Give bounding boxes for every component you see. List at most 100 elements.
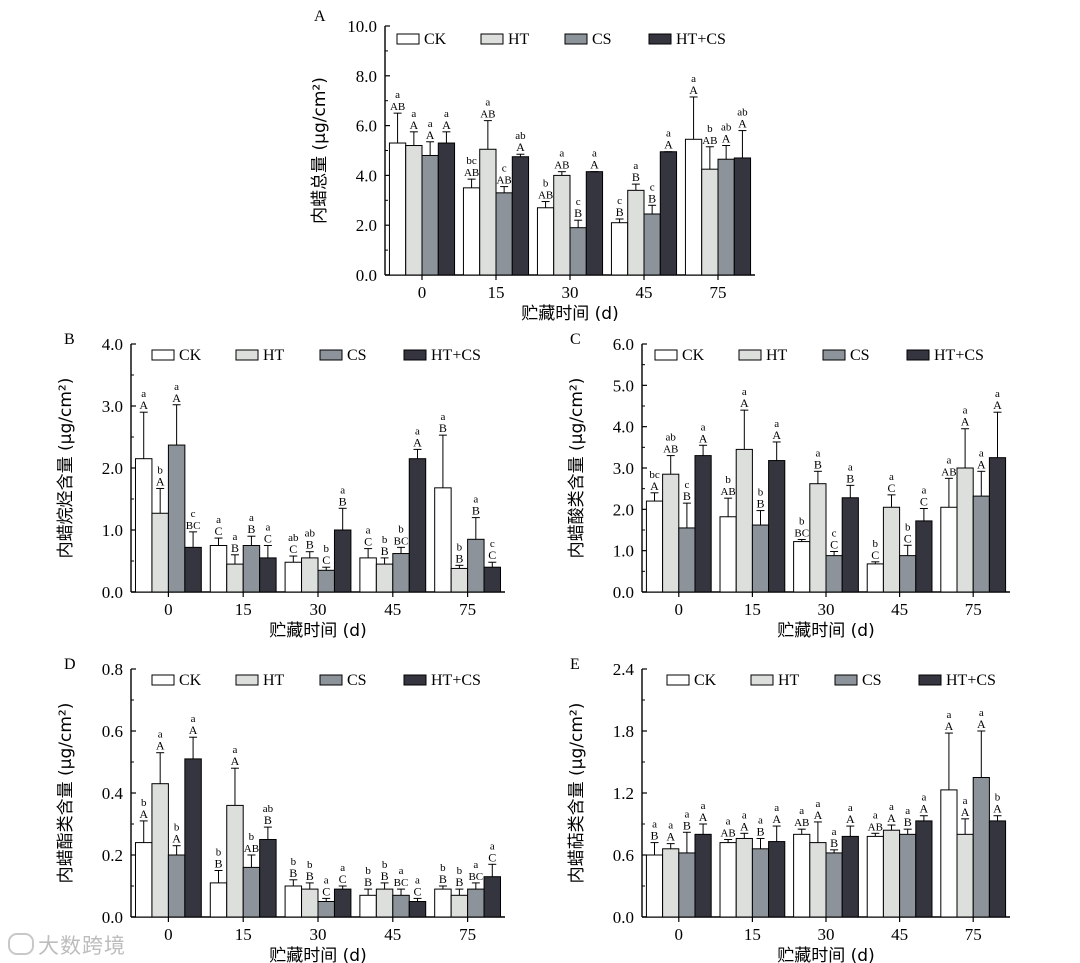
significance-lower-case: a — [701, 421, 706, 433]
significance-upper-case: A — [172, 832, 181, 846]
significance-lower-case: a — [485, 97, 490, 109]
significance-upper-case: B — [648, 191, 656, 205]
significance-lower-case: a — [233, 744, 238, 756]
significance-lower-case: a — [473, 859, 478, 871]
y-tick-label: 0.6 — [102, 722, 123, 741]
significance-upper-case: B — [814, 457, 822, 471]
significance-upper-case: B — [574, 206, 582, 220]
bar-ht-cs-0 — [694, 833, 712, 918]
significance-lower-case: a — [848, 802, 853, 814]
y-tick-label: 0.0 — [102, 583, 123, 602]
significance-upper-case: C — [830, 537, 838, 551]
bar-ht-45 — [882, 829, 901, 918]
significance-upper-case: A — [722, 132, 731, 146]
y-tick-label: 1.0 — [613, 542, 634, 561]
y-axis-label: 内蜡总量 (μg/cm²) — [310, 77, 330, 224]
bar-cs-0 — [678, 852, 696, 918]
y-axis-label: 内蜡酸类含量 (μg/cm²) — [567, 378, 587, 559]
y-tick-label: 0.2 — [102, 846, 123, 865]
bar-cs-45 — [392, 553, 410, 593]
significance-lower-case: a — [921, 485, 926, 497]
significance-upper-case: BC — [394, 877, 409, 889]
significance-lower-case: a — [444, 108, 449, 120]
significance-upper-case: B — [215, 857, 223, 871]
significance-lower-case: b — [457, 865, 463, 877]
bar-cs-15 — [242, 866, 261, 918]
x-tick-label: 15 — [235, 600, 252, 619]
significance-upper-case: A — [738, 117, 747, 131]
significance-upper-case: A — [814, 808, 823, 822]
significance-lower-case: b — [543, 178, 549, 190]
bar-ht-15 — [226, 804, 244, 918]
bar-ht-cs-75 — [483, 876, 502, 918]
x-tick-label: 45 — [636, 283, 653, 302]
significance-lower-case: a — [691, 73, 696, 85]
significance-upper-case: AB — [663, 444, 678, 456]
significance-lower-case: a — [726, 816, 731, 828]
legend-swatch — [319, 349, 343, 361]
bar-ck-0 — [388, 142, 407, 276]
significance-upper-case: A — [231, 754, 240, 768]
significance-upper-case: A — [664, 138, 673, 152]
legend-label: HT — [508, 31, 530, 48]
bar-ck-0 — [645, 854, 664, 918]
significance-lower-case: ab — [305, 528, 316, 540]
bar-cs-30 — [825, 555, 843, 593]
bar-ht-0 — [151, 783, 169, 918]
bar-ht-cs-15 — [768, 460, 786, 593]
significance-lower-case: a — [873, 809, 878, 821]
legend: CK HT CS HT+CS — [151, 672, 481, 689]
significance-upper-case: AB — [480, 109, 495, 121]
bar-ht-45 — [882, 506, 901, 593]
significance-lower-case: c — [832, 527, 837, 539]
significance-upper-case: B — [364, 875, 372, 889]
y-tick-label: 6.0 — [613, 335, 634, 354]
significance-lower-case: b — [382, 859, 388, 871]
significance-upper-case: A — [650, 479, 659, 493]
significance-lower-case: a — [559, 148, 564, 160]
significance-upper-case: C — [887, 481, 895, 495]
bar-ht-cs-15 — [259, 839, 277, 918]
significance-lower-case: a — [340, 862, 345, 874]
bar-ck-0 — [645, 500, 664, 593]
significance-upper-case: AB — [868, 821, 883, 833]
significance-upper-case: AB — [390, 101, 405, 113]
legend-swatch — [151, 349, 175, 361]
significance-upper-case: A — [846, 812, 855, 826]
significance-lower-case: a — [216, 514, 221, 526]
bar-ht-cs-30 — [585, 171, 604, 276]
bar-ck-30 — [793, 541, 811, 593]
significance-upper-case: A — [666, 830, 675, 844]
legend-label: CS — [850, 347, 870, 364]
significance-lower-case: a — [428, 118, 433, 130]
significance-upper-case: C — [322, 553, 330, 567]
legend-swatch — [738, 349, 762, 361]
bar-ht-0 — [405, 145, 423, 276]
significance-lower-case: b — [995, 792, 1001, 804]
significance-upper-case: A — [156, 739, 165, 753]
significance-upper-case: A — [139, 807, 148, 821]
significance-lower-case: a — [799, 805, 804, 817]
significance-upper-case: A — [139, 398, 148, 412]
significance-upper-case: C — [339, 872, 347, 886]
legend-label: HT+CS — [676, 31, 726, 48]
significance-upper-case: B — [756, 824, 764, 838]
x-tick-label: 45 — [891, 600, 908, 619]
significance-lower-case: a — [366, 525, 371, 537]
bar-ht-0 — [662, 848, 680, 918]
x-tick-label: 15 — [488, 283, 505, 302]
significance-upper-case: A — [590, 158, 599, 172]
y-tick-label: 5.0 — [613, 376, 634, 395]
bar-cs-15 — [751, 848, 770, 918]
bar-ck-0 — [134, 458, 153, 593]
x-tick-label: 30 — [562, 283, 579, 302]
significance-lower-case: c — [576, 196, 581, 208]
significance-upper-case: AB — [538, 190, 553, 202]
legend-swatch — [834, 674, 858, 686]
bar-ck-45 — [866, 563, 884, 593]
bar-ht-cs-30 — [333, 888, 352, 918]
significance-lower-case: a — [946, 454, 951, 466]
legend: CK HT CS HT+CS — [396, 31, 726, 48]
significance-upper-case: C — [413, 884, 421, 898]
significance-upper-case: B — [683, 489, 691, 503]
